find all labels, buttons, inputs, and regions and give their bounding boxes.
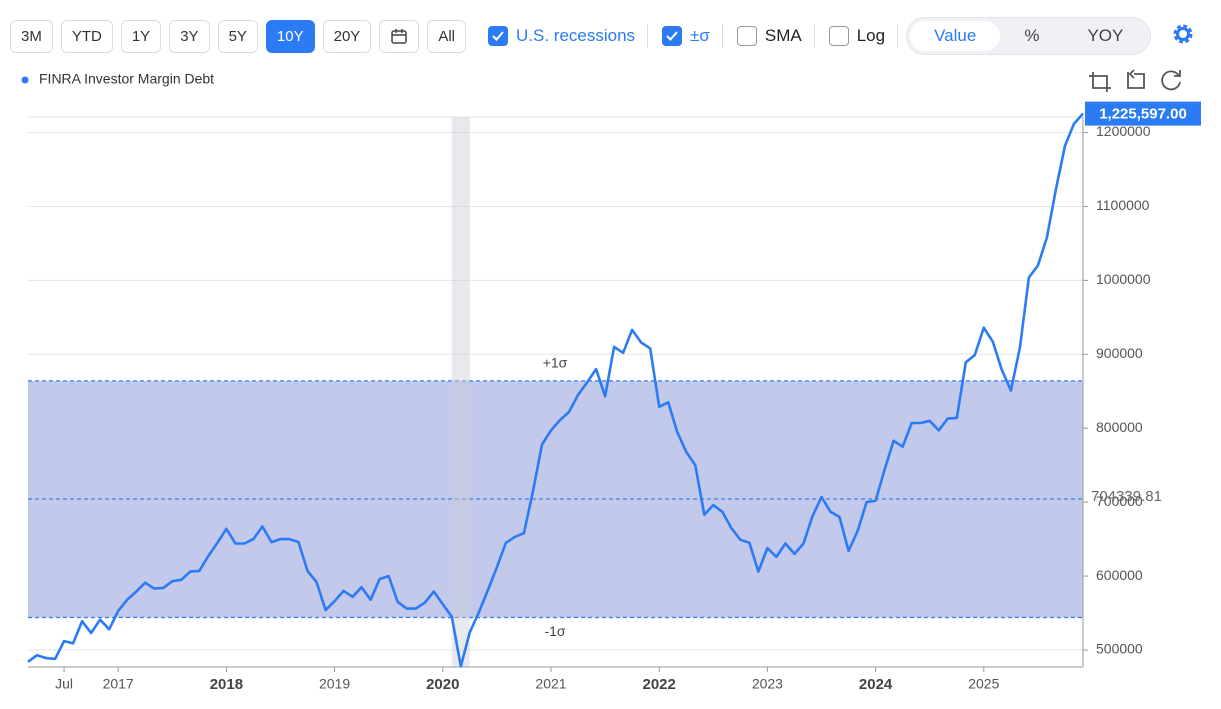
sigma-label: -1σ	[544, 623, 565, 639]
toggle[interactable]: SMA	[736, 24, 815, 48]
range-button[interactable]: All	[427, 19, 466, 53]
x-tick-label: 2019	[319, 676, 350, 692]
x-tick-label: 2023	[752, 676, 783, 692]
crop-icon[interactable]	[1089, 72, 1111, 92]
recession-band	[451, 117, 470, 667]
toggle[interactable]: ±σ	[662, 24, 723, 48]
toggle-label: SMA	[764, 26, 802, 45]
check-mark	[492, 31, 504, 41]
range-button[interactable]: 3Y	[169, 19, 210, 53]
x-tick-label: 2022	[643, 676, 676, 693]
toggle-label: Log	[856, 26, 886, 45]
y-tick-label: 500000	[1096, 641, 1143, 657]
x-tick-label: 2021	[535, 676, 566, 692]
x-tick-label: 2020	[426, 676, 459, 693]
y-tick-label: 1200000	[1096, 123, 1151, 139]
last-value-label: 1,225,597.00	[1099, 106, 1187, 123]
checkbox[interactable]	[662, 26, 683, 46]
range-button[interactable]: YTD	[60, 19, 113, 53]
x-tick-label: 2025	[968, 676, 999, 692]
mode-switch: Value% YOY	[906, 17, 1152, 55]
last-value-box	[1085, 101, 1201, 126]
calendar-icon	[391, 29, 408, 44]
series-line	[27, 112, 1084, 668]
checkbox[interactable]	[828, 26, 849, 46]
range-button[interactable]: 3M	[10, 19, 53, 53]
check-mark	[666, 31, 678, 41]
mean-label: 704339.81	[1091, 488, 1162, 505]
y-tick-label: 1000000	[1096, 271, 1151, 287]
range-button[interactable]: 5Y	[217, 19, 258, 53]
mode-option[interactable]: %	[1024, 26, 1040, 45]
x-tick-label: Jul	[55, 676, 73, 692]
toggle-label: U.S. recessions	[516, 26, 636, 45]
legend-label: FINRA Investor Margin Debt	[39, 71, 214, 87]
toggle[interactable]: U.S. recessions	[488, 24, 649, 48]
legend-dot	[21, 76, 29, 84]
y-tick-label: 700000	[1096, 493, 1143, 509]
toolbar-icons	[1089, 69, 1181, 92]
range-button[interactable]: 10Y	[265, 19, 315, 53]
calendar-button[interactable]	[379, 19, 420, 53]
refresh-icon[interactable]	[1161, 70, 1181, 91]
x-tick-label: 2024	[859, 676, 893, 693]
y-tick-label: 900000	[1096, 345, 1143, 361]
x-tick-label: 2018	[210, 676, 243, 693]
y-tick-label: 600000	[1096, 567, 1143, 583]
range-button[interactable]: 1Y	[120, 19, 162, 53]
toggle-label: ±σ	[690, 26, 710, 45]
range-button[interactable]: 20Y	[322, 19, 372, 53]
sigma-label: +1σ	[543, 355, 568, 371]
y-tick-label: 800000	[1096, 419, 1143, 435]
checkbox[interactable]	[736, 26, 757, 46]
reset-icon[interactable]	[1127, 69, 1145, 89]
x-tick-label: 2017	[103, 676, 134, 692]
settings-button[interactable]	[1171, 22, 1195, 51]
toolbar: 3M YTD 1Y 3Y 5Y 10Y 20Y All U.S. recessions ±σ SMA…	[10, 17, 1195, 55]
toggle[interactable]: Log	[828, 24, 899, 48]
mode-option[interactable]: Value	[910, 21, 1001, 51]
mode-option[interactable]: YOY	[1087, 26, 1124, 45]
checkbox[interactable]	[488, 26, 508, 46]
gear-icon	[1173, 24, 1193, 43]
y-tick-label: 1100000	[1096, 197, 1150, 213]
